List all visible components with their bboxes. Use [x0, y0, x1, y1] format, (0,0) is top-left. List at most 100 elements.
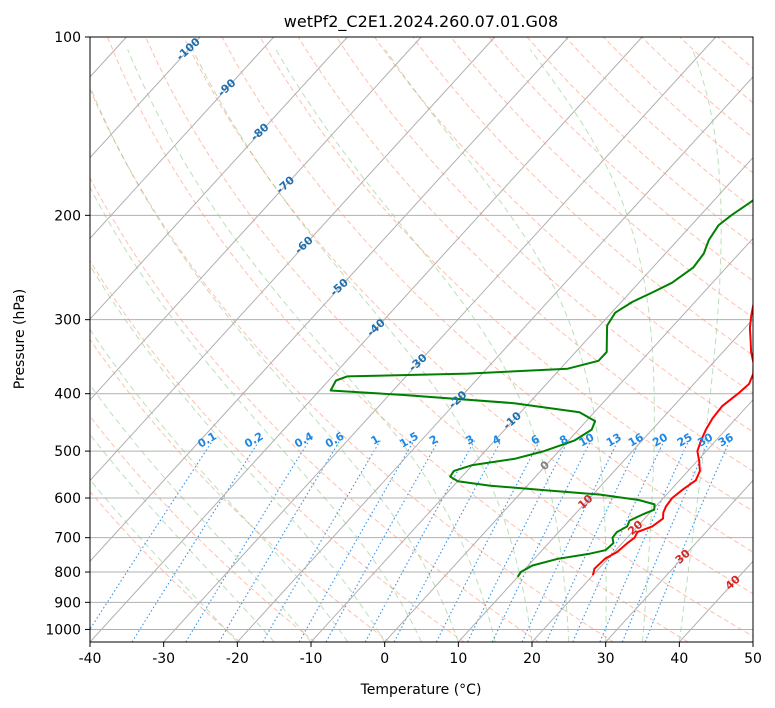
dry-adiabat — [106, 37, 689, 642]
isotherm-line — [90, 37, 201, 159]
x-tick-label: -40 — [79, 651, 102, 667]
mixing-ratio-label: 16 — [626, 430, 646, 449]
mixing-ratio-line — [621, 440, 710, 642]
mixing-ratio-label: 20 — [650, 430, 670, 449]
y-tick-label: 900 — [54, 595, 81, 611]
dry-adiabat — [297, 37, 753, 472]
x-tick-label: 30 — [597, 651, 615, 667]
mixing-ratio-label: 1.5 — [397, 430, 420, 451]
dry-adiabat — [145, 37, 753, 637]
isotherm-line — [457, 318, 753, 642]
x-tick-label: -10 — [300, 651, 323, 667]
y-tick-label: 200 — [54, 208, 81, 224]
chart-title: wetPf2_C2E1.2024.260.07.01.G08 — [284, 12, 558, 32]
x-tick-label: 10 — [449, 651, 467, 667]
x-axis: -40 -30 -20 -10 0 10 20 30 40 50 — [79, 642, 762, 667]
grid — [90, 37, 753, 642]
dry-adiabat — [717, 37, 753, 70]
moist-adiabat — [275, 49, 570, 642]
y-tick-label: 600 — [54, 491, 81, 507]
dry-adiabat — [374, 37, 753, 394]
plot-frame — [89, 36, 754, 643]
mixing-ratio-line — [185, 440, 310, 642]
mixing-ratio-label: 25 — [675, 431, 695, 450]
moist-adiabat — [90, 384, 312, 642]
dry-adiabat — [221, 37, 753, 553]
mixing-ratio-line — [218, 440, 341, 642]
dry-adiabat — [488, 37, 753, 282]
dry-adiabat — [756, 37, 775, 642]
mixing-ratio-line — [131, 440, 260, 642]
y-tick-label: 700 — [54, 531, 81, 547]
dry-adiabat — [90, 490, 241, 642]
mixing-ratio-line — [364, 440, 476, 642]
moist-adiabat — [678, 49, 722, 642]
mixing-ratio-label: 0.1 — [195, 430, 218, 451]
mixing-ratio-line — [599, 440, 690, 642]
y-tick-label: 300 — [54, 313, 81, 329]
dry-adiabat — [90, 338, 390, 642]
moist-adiabat — [90, 85, 459, 642]
isotherm-line — [605, 479, 753, 642]
dry-adiabat — [183, 37, 753, 595]
dry-adiabat — [90, 88, 614, 642]
dry-adiabat — [603, 37, 753, 174]
y-axis-label: Pressure (hPa) — [12, 289, 28, 389]
moist-adiabat — [90, 328, 349, 642]
mixing-ratio-label: 6 — [529, 432, 542, 447]
isotherm-line — [236, 76, 753, 642]
mixing-ratio-label: 3 — [463, 433, 476, 448]
y-tick-label: 400 — [54, 387, 81, 403]
isotherm-line — [90, 37, 422, 401]
x-tick-label: -20 — [226, 651, 249, 667]
y-tick-label: 500 — [54, 444, 81, 460]
dry-adiabat — [450, 37, 753, 319]
mixing-ratio-line — [435, 440, 541, 642]
x-tick-label: 50 — [744, 651, 762, 667]
y-tick-label: 100 — [54, 30, 81, 46]
mixing-ratio-label: 0.2 — [242, 430, 265, 451]
isotherm-line — [90, 37, 569, 563]
x-axis-label: Temperature (°C) — [360, 682, 482, 698]
dry-adiabat — [412, 37, 753, 356]
isotherm-line — [90, 37, 643, 642]
mixing-ratio-line — [467, 440, 569, 642]
isotherm-line — [678, 560, 753, 642]
dry-adiabat — [641, 37, 753, 139]
mixing-ratio-line — [644, 440, 731, 642]
mixing-ratio-label: 0.6 — [323, 429, 347, 450]
moist-adiabat — [384, 49, 607, 642]
moist-adiabat — [90, 433, 275, 642]
mixing-ratio-label: 2 — [427, 433, 440, 448]
dry-adiabat — [259, 37, 753, 512]
y-tick-label: 800 — [54, 565, 81, 581]
dry-adiabat — [679, 37, 753, 104]
isotherm-line — [531, 399, 753, 642]
isotherm-line — [163, 37, 717, 642]
moist-adiabat — [529, 49, 655, 642]
moist-adiabat — [90, 186, 422, 642]
isotherm-line — [310, 156, 753, 642]
mixing-ratio-label: 10 — [577, 430, 597, 449]
x-tick-label: 0 — [380, 651, 389, 667]
isotherm-line — [384, 237, 753, 642]
mixing-ratio-line — [545, 440, 641, 642]
moist-adiabat — [127, 49, 496, 642]
dry-adiabat — [90, 176, 540, 642]
moist-adiabat — [192, 49, 533, 642]
isotherm-line — [90, 37, 348, 320]
isotherm-line — [90, 37, 275, 240]
y-axis: 100 200 300 400 500 600 700 800 900 1000 — [45, 30, 90, 638]
mixing-ratio-label: 1 — [369, 433, 382, 448]
mixing-ratio-line — [325, 440, 440, 642]
isotherm-line — [752, 641, 753, 642]
background-lines — [90, 37, 775, 642]
y-tick-label: 1000 — [45, 622, 81, 638]
mixing-ratio-label: 0.4 — [292, 429, 316, 450]
mixing-ratio-line — [572, 440, 665, 642]
x-tick-label: -30 — [152, 651, 175, 667]
mixing-ratio-line — [491, 440, 592, 642]
dewpoint-line — [329, 199, 753, 578]
moist-adiabat — [90, 264, 386, 642]
mixing-ratio-line — [521, 440, 619, 642]
